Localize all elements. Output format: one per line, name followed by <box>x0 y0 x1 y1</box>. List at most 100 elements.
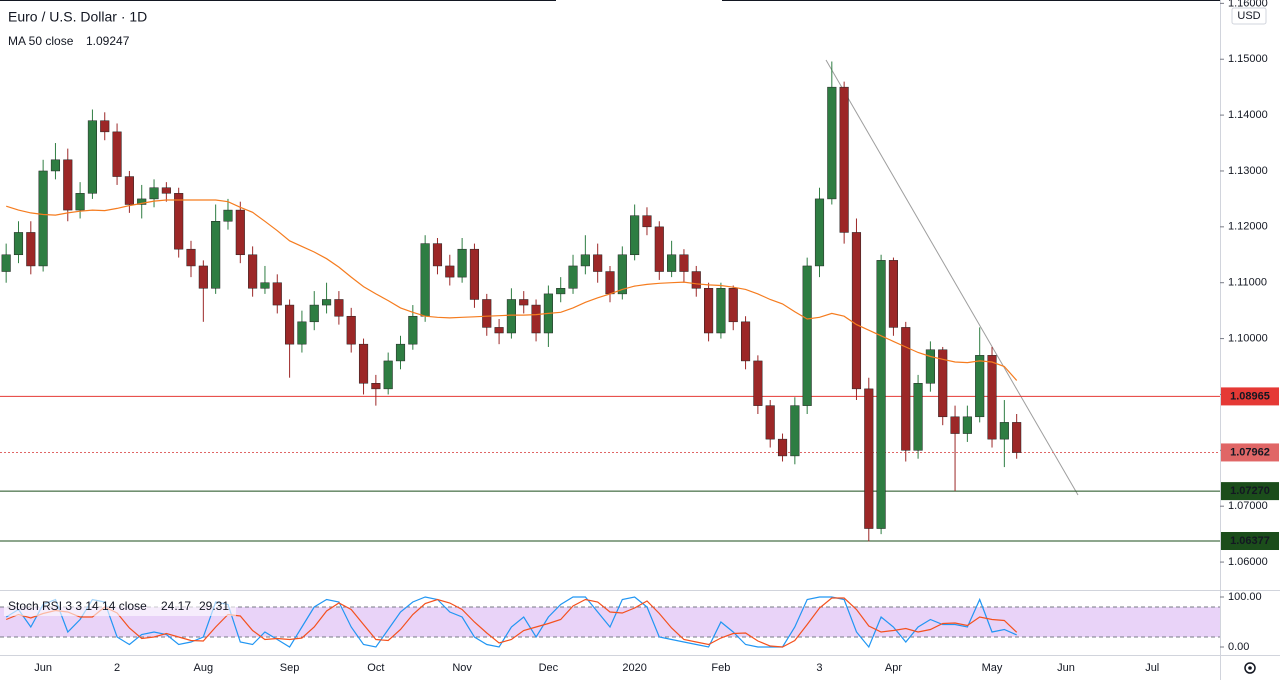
candle-body <box>716 288 726 334</box>
x-tick-label: Jul <box>1145 662 1159 674</box>
candle-body <box>358 343 369 384</box>
candle-body <box>642 215 652 228</box>
candle-body <box>814 198 825 267</box>
level-label: 1.07270 <box>1230 485 1270 497</box>
candle-body <box>827 86 837 200</box>
candle-body <box>38 170 48 267</box>
stoch-legend-bg <box>4 598 236 616</box>
settings-icon[interactable] <box>1244 662 1256 674</box>
candle-body <box>580 254 590 267</box>
stoch-line <box>5 596 1017 649</box>
candle-body <box>63 159 73 211</box>
y-tick-label: 1.06000 <box>1228 556 1268 568</box>
ma-value: 1.09247 <box>86 34 130 48</box>
candle-body <box>765 405 775 440</box>
stoch-legend: Stoch RSI 3 3 14 14 close <box>8 599 147 613</box>
candle-body <box>309 304 319 323</box>
candle-body <box>975 355 985 418</box>
x-tick-label: Dec <box>539 662 559 674</box>
candle-body <box>938 349 948 418</box>
candle-body <box>568 265 578 289</box>
gear[interactable] <box>1244 662 1256 674</box>
candle-body <box>704 288 714 334</box>
x-tick-label: 3 <box>816 662 822 674</box>
candle-body <box>235 209 245 256</box>
candle-body <box>13 232 24 256</box>
candle-body <box>777 438 788 457</box>
candle-body <box>383 360 393 390</box>
candle-body <box>186 248 196 267</box>
candle-body <box>124 176 134 205</box>
level-badge <box>1221 387 1279 406</box>
candle-body <box>901 327 911 451</box>
candle-body <box>445 265 455 278</box>
y-tick-label: 1.10000 <box>1228 332 1268 344</box>
candle-body <box>1 254 11 272</box>
currency-badge <box>1231 7 1267 25</box>
level-label: 1.08965 <box>1230 390 1270 402</box>
candle-body <box>272 282 282 306</box>
candle-body <box>617 254 627 295</box>
candle-body <box>322 299 332 306</box>
ma-legend: MA 50 close <box>8 34 74 48</box>
level-label: 1.07962 <box>1230 446 1270 458</box>
candle-body <box>740 321 751 362</box>
candle-body <box>691 271 701 289</box>
candle-body <box>211 221 221 289</box>
candle-body <box>248 254 258 289</box>
candle-body <box>432 243 443 267</box>
candle-body <box>297 321 307 345</box>
candle-body <box>174 193 184 250</box>
candle-body <box>285 304 295 345</box>
candle-body <box>987 355 997 440</box>
candle-body <box>223 209 233 222</box>
candle-body <box>26 232 36 267</box>
level-label: 1.06377 <box>1230 535 1270 547</box>
x-tick-label: Apr <box>885 662 902 674</box>
stoch-line <box>5 597 1018 648</box>
x-tick-label: Jun <box>34 662 52 674</box>
currency-label: USD <box>1237 10 1260 22</box>
candle-body <box>50 159 61 172</box>
candle-body <box>112 131 122 177</box>
y-tick-label: 100.00 <box>1228 591 1262 603</box>
candle-body <box>260 282 270 289</box>
candle-body <box>888 260 898 328</box>
candle-body <box>519 299 529 306</box>
candle-body <box>149 187 159 200</box>
candle-body <box>506 299 516 334</box>
x-tick-label: Sep <box>280 662 300 674</box>
y-tick-label: 1.07000 <box>1228 500 1268 512</box>
x-tick-label: May <box>982 662 1003 674</box>
candle-body <box>630 215 640 256</box>
candle-body <box>87 120 97 194</box>
candle-body <box>654 226 664 272</box>
x-tick-label: Aug <box>194 662 214 674</box>
candle-body <box>531 304 541 334</box>
stoch-k-value: 24.17 <box>161 599 191 613</box>
gear-center[interactable] <box>1248 666 1252 670</box>
y-tick-label: 1.14000 <box>1228 109 1268 121</box>
candle-body <box>864 388 874 529</box>
candle-body <box>420 243 430 317</box>
candle-body <box>950 416 960 434</box>
x-tick-label: Feb <box>711 662 730 674</box>
y-tick-label: 1.11000 <box>1228 277 1267 289</box>
candle-body <box>408 315 418 345</box>
trend-line <box>825 59 1079 496</box>
candle-body <box>482 299 492 328</box>
candle-body <box>999 422 1009 440</box>
candle-body <box>556 288 566 295</box>
candle-body <box>876 260 886 529</box>
candle-body <box>790 405 800 457</box>
chart-title: Euro / U.S. Dollar · 1D <box>8 9 147 25</box>
moving-average <box>6 199 1018 381</box>
candle-body <box>753 360 763 406</box>
candle-body <box>198 265 208 289</box>
level-badge <box>1221 532 1279 551</box>
candle-body <box>851 232 862 390</box>
candle-body <box>839 86 849 233</box>
x-tick-label: Oct <box>367 662 384 674</box>
